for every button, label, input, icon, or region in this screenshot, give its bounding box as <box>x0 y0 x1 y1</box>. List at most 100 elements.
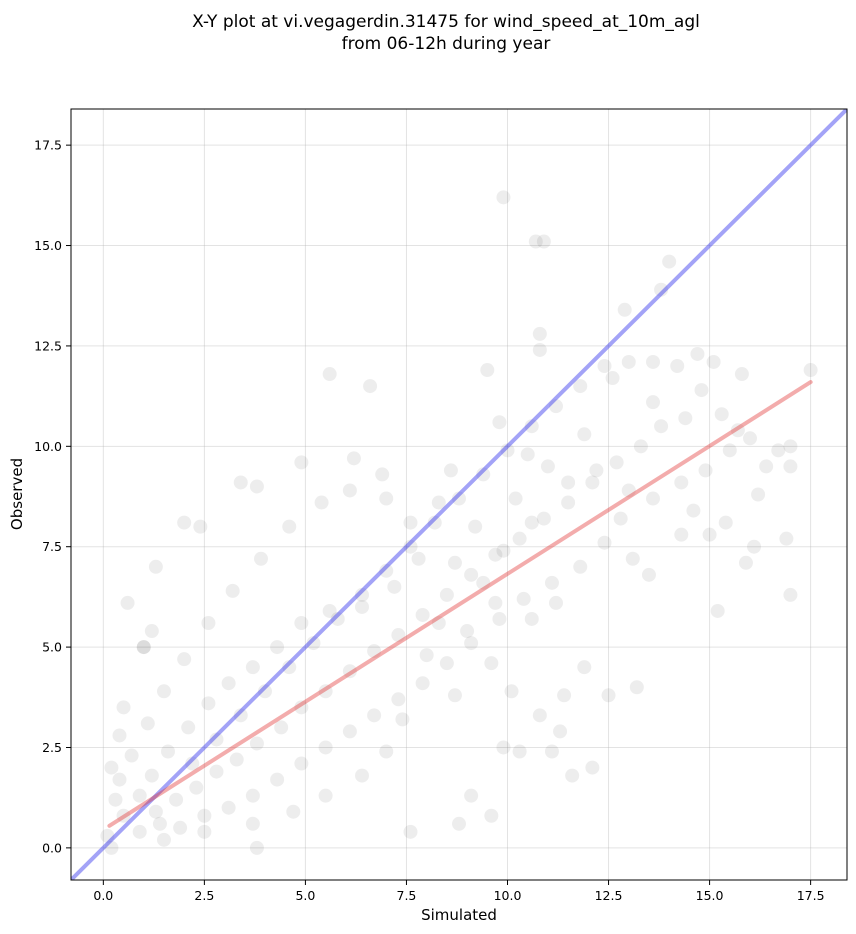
x-tick-label: 10.0 <box>494 888 522 903</box>
data-point <box>565 768 580 783</box>
data-point <box>120 595 135 610</box>
data-point <box>743 431 757 446</box>
data-point <box>544 575 559 590</box>
data-point <box>447 688 462 703</box>
y-axis-ticks: 0.0 2.5 5.0 7.5 10.0 12.5 15.0 17.5 <box>34 138 71 855</box>
data-point <box>185 756 200 771</box>
data-point <box>286 804 301 819</box>
data-point <box>173 820 188 835</box>
data-point <box>136 640 151 655</box>
data-point <box>464 788 479 803</box>
data-point <box>318 788 333 803</box>
data-point <box>609 455 624 470</box>
data-point <box>314 495 329 510</box>
data-point <box>156 832 171 847</box>
data-point <box>524 419 539 434</box>
data-point <box>152 816 167 831</box>
data-point <box>621 354 636 369</box>
data-point <box>654 282 669 297</box>
data-point <box>342 724 357 739</box>
data-point <box>464 636 479 651</box>
data-point <box>553 724 568 739</box>
data-point <box>613 511 628 526</box>
x-axis-label: Simulated <box>421 906 497 924</box>
regression-line <box>107 380 813 828</box>
data-point <box>249 736 264 751</box>
data-point <box>282 660 297 675</box>
data-point <box>342 664 357 679</box>
data-point <box>488 547 503 562</box>
data-point <box>116 808 131 823</box>
data-point <box>258 684 272 699</box>
data-point <box>747 539 762 554</box>
data-point <box>670 359 685 373</box>
data-point <box>197 808 212 823</box>
data-point <box>403 824 418 839</box>
data-point <box>391 692 406 707</box>
grid <box>71 109 847 880</box>
data-point <box>346 451 361 466</box>
x-tick-label: 15.0 <box>696 888 724 903</box>
data-point <box>294 455 309 470</box>
data-point <box>140 716 155 731</box>
y-tick-label: 10.0 <box>34 439 62 454</box>
y-tick-label: 17.5 <box>34 138 62 153</box>
data-point <box>253 551 268 566</box>
data-point <box>686 503 701 518</box>
data-point <box>209 764 224 779</box>
data-point <box>585 760 600 775</box>
data-point <box>177 515 192 530</box>
data-point <box>452 491 466 506</box>
data-point <box>597 535 612 550</box>
data-point <box>108 792 123 807</box>
data-point <box>169 792 184 807</box>
data-point <box>274 720 289 735</box>
data-point <box>532 326 547 341</box>
data-point <box>124 748 139 763</box>
data-point <box>678 411 693 426</box>
data-point <box>355 599 369 614</box>
data-point <box>577 660 592 675</box>
data-point <box>443 463 458 478</box>
data-point <box>779 531 794 546</box>
data-point <box>379 491 394 506</box>
data-point <box>524 515 539 530</box>
data-point <box>646 354 660 369</box>
data-point <box>427 515 442 530</box>
data-point <box>294 700 309 715</box>
x-tick-label: 17.5 <box>797 888 825 903</box>
data-point <box>391 628 406 643</box>
data-point <box>496 190 511 205</box>
reference-lines <box>71 109 847 880</box>
data-point <box>484 808 499 823</box>
y-tick-label: 0.0 <box>42 840 62 855</box>
data-point <box>549 399 563 414</box>
data-point <box>447 555 462 570</box>
data-point <box>132 788 147 803</box>
data-point <box>532 708 547 723</box>
y-tick-label: 2.5 <box>42 740 62 755</box>
data-point <box>322 603 337 618</box>
x-tick-label: 0.0 <box>93 888 113 903</box>
data-point <box>528 234 543 249</box>
data-point <box>601 688 616 703</box>
data-point <box>245 660 260 675</box>
data-point <box>363 379 378 394</box>
data-point <box>690 346 705 361</box>
data-point <box>621 483 636 498</box>
data-point <box>544 744 559 759</box>
data-point <box>496 740 511 755</box>
data-point <box>355 587 369 602</box>
data-point <box>144 768 159 783</box>
data-point <box>100 828 115 843</box>
data-point <box>520 447 535 462</box>
data-point <box>282 519 297 534</box>
data-point <box>367 708 382 723</box>
data-point <box>557 688 572 703</box>
data-point <box>439 587 454 602</box>
data-point <box>512 531 527 546</box>
data-point <box>573 379 588 394</box>
y-tick-label: 12.5 <box>34 338 62 353</box>
data-point <box>783 459 798 474</box>
data-point <box>132 824 147 839</box>
